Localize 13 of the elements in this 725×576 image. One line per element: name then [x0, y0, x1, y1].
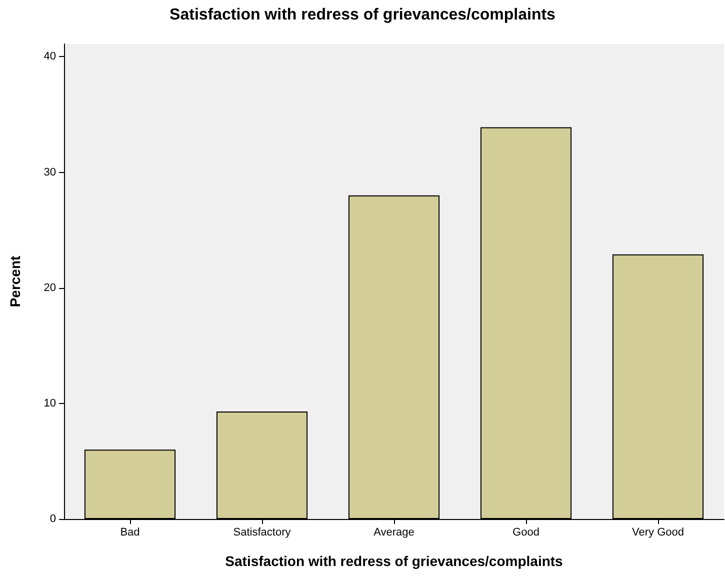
y-tick-label: 0	[50, 513, 56, 525]
x-axis-title: Satisfaction with redress of grievances/complaints	[225, 553, 564, 569]
chart-title: Satisfaction with redress of grievances/complaints	[170, 6, 556, 24]
y-tick-label: 10	[44, 397, 56, 410]
y-tick-label: 30	[44, 166, 56, 178]
x-tick-label: Average	[374, 526, 414, 538]
y-tick-label: 40	[44, 50, 56, 63]
x-tick-label: Very Good	[632, 526, 684, 538]
x-tick-label: Bad	[120, 526, 140, 538]
y-tick-label: 20	[44, 282, 56, 294]
x-tick-label: Satisfactory	[233, 526, 292, 538]
y-axis-title: Percent	[7, 255, 23, 308]
x-tick-label: Good	[512, 526, 540, 538]
